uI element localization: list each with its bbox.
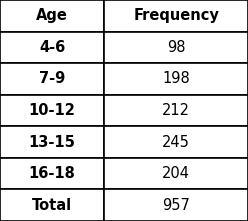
- Bar: [104, 95, 248, 126]
- Text: 98: 98: [167, 40, 185, 55]
- Text: 245: 245: [162, 135, 190, 150]
- Text: Total: Total: [32, 198, 72, 213]
- Bar: [104, 189, 248, 221]
- Text: 10-12: 10-12: [29, 103, 76, 118]
- Text: 4-6: 4-6: [39, 40, 65, 55]
- Bar: [0, 0, 104, 32]
- Bar: [0, 189, 104, 221]
- Text: 957: 957: [162, 198, 190, 213]
- Text: Age: Age: [36, 8, 68, 23]
- Bar: [0, 95, 104, 126]
- Text: 212: 212: [162, 103, 190, 118]
- Bar: [104, 158, 248, 189]
- Bar: [104, 32, 248, 63]
- Text: 198: 198: [162, 71, 190, 86]
- Text: 7-9: 7-9: [39, 71, 65, 86]
- Bar: [0, 126, 104, 158]
- Bar: [0, 158, 104, 189]
- Text: 204: 204: [162, 166, 190, 181]
- Text: 13-15: 13-15: [29, 135, 76, 150]
- Bar: [104, 126, 248, 158]
- Bar: [0, 32, 104, 63]
- Bar: [104, 63, 248, 95]
- Bar: [104, 0, 248, 32]
- Text: 16-18: 16-18: [29, 166, 76, 181]
- Text: Frequency: Frequency: [133, 8, 219, 23]
- Bar: [0, 63, 104, 95]
